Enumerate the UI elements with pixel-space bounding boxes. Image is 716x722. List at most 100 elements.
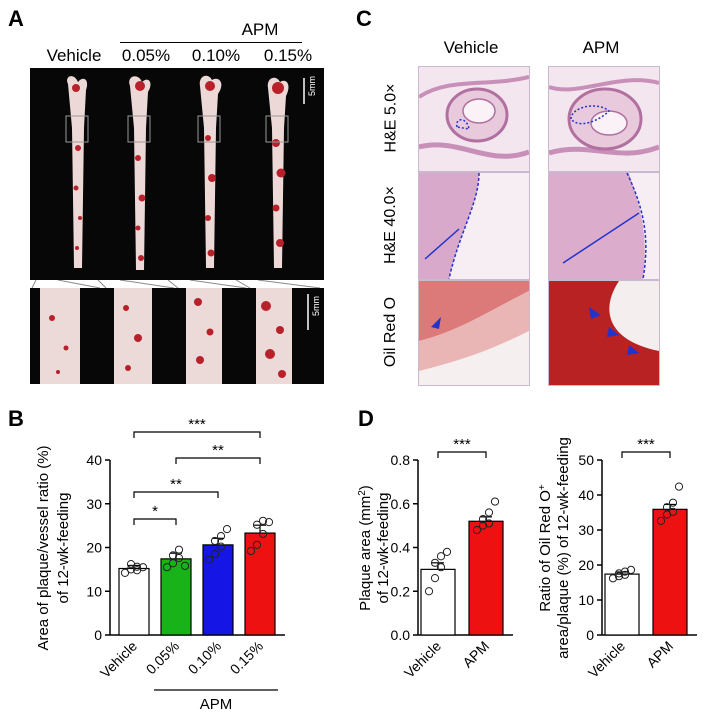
y-tick-label: 20 <box>86 540 102 556</box>
data-point <box>258 529 268 539</box>
y-tick-label: 0 <box>94 627 102 643</box>
chart-d-right: 0 10 20 30 40 50 Vehicle APM *** Ratio of Oil Red… <box>537 436 697 681</box>
x-tick-label: APM <box>643 638 676 671</box>
x-tick-label: 0.10% <box>185 638 224 677</box>
data-point <box>126 560 136 569</box>
y-tick-label: 0.2 <box>391 583 411 599</box>
data-point <box>478 514 488 524</box>
data-point <box>174 545 184 554</box>
row-label-he-5x: H&E 5.0× <box>382 83 399 153</box>
bar-apm <box>652 508 688 636</box>
data-point <box>478 521 488 530</box>
y-tick-label: 0.4 <box>391 540 411 556</box>
scale-bar-label-top: 5mm <box>307 76 317 96</box>
data-point <box>424 587 434 596</box>
data-point <box>168 559 178 568</box>
panel-c-col-vehicle: Vehicle <box>443 38 499 57</box>
y-axis-label-sup: 2 <box>357 490 368 496</box>
significance-label: *** <box>637 436 655 453</box>
data-point <box>662 503 672 512</box>
significance-bracket <box>133 518 177 525</box>
x-tick-label: Vehicle <box>97 638 140 681</box>
panel-b-letter: B <box>8 406 24 431</box>
y-tick-label: 0.8 <box>391 452 411 468</box>
bar-010 <box>202 544 234 636</box>
data-point <box>246 546 256 556</box>
significance-bracket <box>133 431 261 438</box>
data-point <box>608 574 618 583</box>
data-point <box>614 569 624 578</box>
bar-vehicle <box>118 567 150 636</box>
y-tick-label: 20 <box>578 557 594 573</box>
significance-bracket <box>621 451 671 458</box>
bar-015 <box>244 532 276 636</box>
apm-group-line-a <box>120 42 302 43</box>
data-point <box>430 574 440 583</box>
data-point <box>674 482 684 491</box>
micrograph-vehicle-he-5x <box>418 66 530 172</box>
bar-apm <box>468 520 504 636</box>
y-tick-label: 50 <box>578 452 594 468</box>
data-point <box>436 552 446 561</box>
data-point <box>436 563 446 572</box>
bar-005 <box>160 558 192 636</box>
data-point <box>668 498 678 507</box>
data-point <box>484 519 494 528</box>
significance-bracket <box>133 491 219 498</box>
significance-bracket <box>437 451 487 458</box>
data-point <box>484 508 494 517</box>
bar-vehicle <box>604 573 640 636</box>
y-axis-label-suffix: ) <box>357 485 374 490</box>
row-label-oil-red-o: Oil Red O <box>382 296 399 368</box>
y-tick-label: 10 <box>86 583 102 599</box>
zoom-connector-lines <box>31 280 321 288</box>
data-point <box>204 555 214 564</box>
micrograph-apm-he-40x <box>548 172 660 280</box>
y-axis-label-line2: of 12-wk-feeding <box>375 493 392 604</box>
data-point <box>668 507 678 516</box>
micrograph-vehicle-he-40x <box>418 172 530 280</box>
apm-group-label-b: APM <box>200 696 233 713</box>
y-axis-label-line1: Plaque area (mm2) <box>357 485 375 611</box>
data-point <box>252 520 262 529</box>
data-point <box>210 536 220 546</box>
y-tick-label: 40 <box>86 452 102 468</box>
data-point <box>626 565 636 574</box>
y-tick-label: 10 <box>578 592 594 608</box>
apm-group-label-a: APM <box>241 20 279 39</box>
x-tick-label: 0.05% <box>143 638 182 677</box>
data-point <box>614 572 624 581</box>
micrograph-apm-he-5x <box>548 66 660 172</box>
data-point <box>442 547 452 556</box>
scale-bar-label-bottom: 5mm <box>311 296 321 316</box>
y-axis-label-sup: + <box>537 484 548 490</box>
data-point <box>216 532 226 541</box>
significance-label: *** <box>453 436 471 453</box>
data-point <box>430 558 440 567</box>
data-point <box>222 525 232 534</box>
data-point <box>210 549 220 559</box>
panel-a-col-015: 0.15% <box>263 46 313 65</box>
panel-c-letter: C <box>356 6 372 31</box>
panel-a-col-vehicle: Vehicle <box>46 46 102 65</box>
y-tick-label: 0.6 <box>391 496 411 512</box>
y-tick-label: 0 <box>586 627 594 643</box>
data-point <box>180 561 190 570</box>
row-label-he-40x: H&E 40.0× <box>382 186 400 264</box>
panel-a-letter: A <box>8 6 24 31</box>
panel-a-col-005: 0.05% <box>121 46 171 65</box>
significance-label: * <box>152 503 158 520</box>
data-point <box>120 568 130 577</box>
data-point <box>656 516 666 526</box>
x-tick-label: 0.15% <box>227 638 266 677</box>
data-point <box>138 563 148 572</box>
data-point <box>620 567 630 576</box>
aorta-zoom-photo: 5mm <box>30 288 324 384</box>
data-point <box>162 563 172 572</box>
y-tick-label: 40 <box>578 487 594 503</box>
micrograph-apm-oil-red-o <box>548 280 660 386</box>
micrograph-vehicle-oil-red-o <box>418 280 530 386</box>
y-tick-label: 30 <box>578 522 594 538</box>
panel-a-col-010: 0.10% <box>191 46 241 65</box>
